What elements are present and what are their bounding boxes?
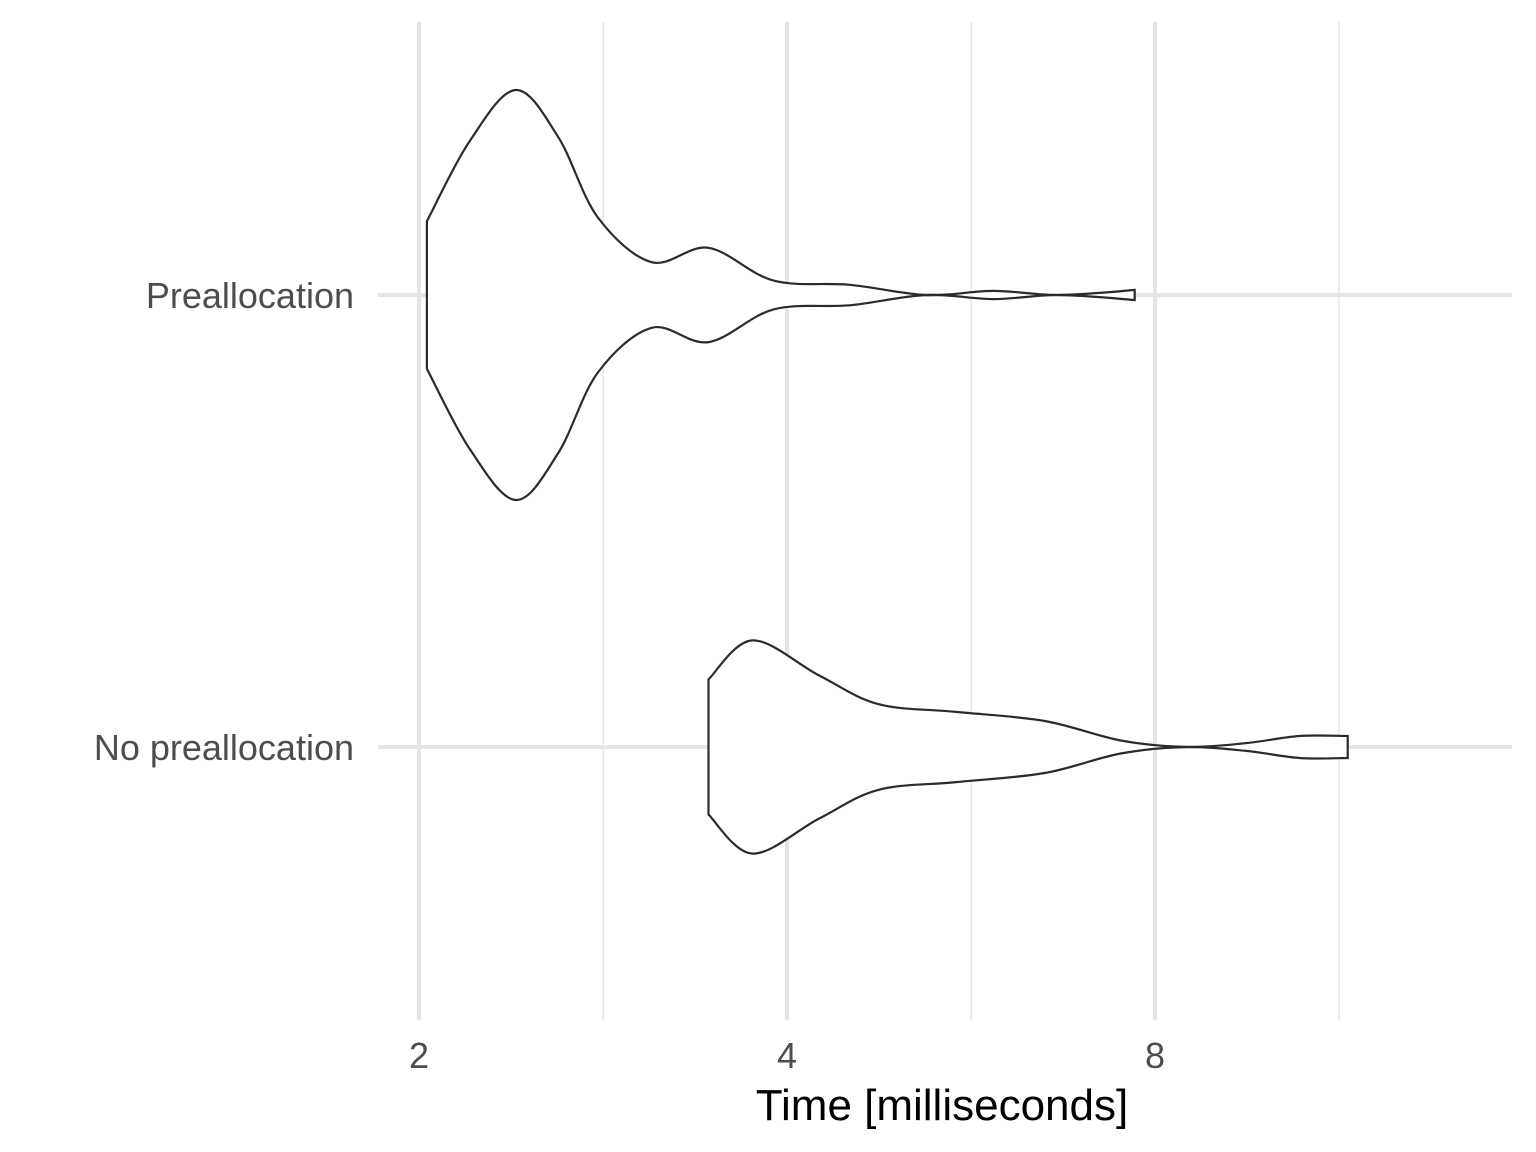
y-category-label: Preallocation: [146, 275, 354, 316]
y-category-label: No preallocation: [94, 727, 354, 768]
violin-preallocation: [425, 88, 1136, 502]
x-axis-title: Time [milliseconds]: [756, 1081, 1128, 1130]
y-axis-category-labels: Preallocation No preallocation: [94, 275, 354, 768]
x-tick-label: 4: [777, 1035, 797, 1076]
violin-no-preallocation: [707, 639, 1349, 855]
x-axis-tick-labels: 2 4 8: [409, 1035, 1165, 1076]
x-tick-label: 2: [409, 1035, 429, 1076]
minor-gridlines: [602, 22, 1340, 1020]
violins: [425, 88, 1349, 855]
x-tick-label: 8: [1145, 1035, 1165, 1076]
